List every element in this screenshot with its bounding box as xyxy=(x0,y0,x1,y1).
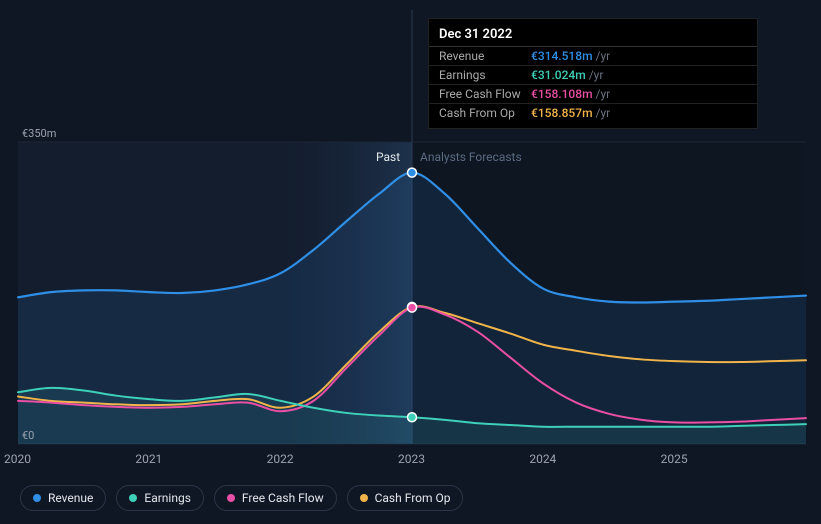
x-axis-tick-label: 2023 xyxy=(398,452,425,466)
tooltip-row-label: Revenue xyxy=(439,49,531,63)
legend-dot-icon xyxy=(33,494,41,502)
tooltip-row: Free Cash Flow€158.108m/yr xyxy=(429,85,757,104)
tooltip-row-value: €158.857m xyxy=(531,106,593,120)
tooltip-title: Dec 31 2022 xyxy=(429,25,757,47)
legend-item-label: Earnings xyxy=(144,491,191,505)
tooltip-row-unit: /yr xyxy=(596,87,611,101)
legend-item-label: Revenue xyxy=(48,491,93,505)
tooltip-row-value: €314.518m xyxy=(531,49,593,63)
financials-chart: Dec 31 2022 Revenue€314.518m/yrEarnings€… xyxy=(0,0,821,524)
tooltip-row: Cash From Op€158.857m/yr xyxy=(429,104,757,122)
phase-label-future: Analysts Forecasts xyxy=(420,150,522,164)
legend-item-cash-from-op[interactable]: Cash From Op xyxy=(347,485,464,511)
x-axis-tick-label: 2020 xyxy=(4,452,31,466)
legend-dot-icon xyxy=(227,494,235,502)
y-axis-tick-label: €350m xyxy=(22,127,56,140)
chart-legend: Revenue Earnings Free Cash Flow Cash From O… xyxy=(20,485,463,511)
tooltip-row-label: Earnings xyxy=(439,68,531,82)
phase-label-past: Past xyxy=(376,150,400,164)
x-axis-tick-label: 2024 xyxy=(529,452,556,466)
tooltip-row-value: €158.108m xyxy=(531,87,593,101)
chart-tooltip: Dec 31 2022 Revenue€314.518m/yrEarnings€… xyxy=(428,18,758,129)
legend-dot-icon xyxy=(129,494,137,502)
tooltip-row-label: Cash From Op xyxy=(439,106,531,120)
tooltip-row: Earnings€31.024m/yr xyxy=(429,66,757,85)
x-axis-tick-label: 2021 xyxy=(135,452,162,466)
tooltip-row-unit: /yr xyxy=(596,49,611,63)
legend-item-free-cash-flow[interactable]: Free Cash Flow xyxy=(214,485,337,511)
x-axis-tick-label: 2025 xyxy=(661,452,688,466)
legend-item-revenue[interactable]: Revenue xyxy=(20,485,106,511)
tooltip-row-value: €31.024m xyxy=(531,68,586,82)
tooltip-row: Revenue€314.518m/yr xyxy=(429,47,757,66)
x-axis-tick-label: 2022 xyxy=(267,452,294,466)
legend-item-label: Cash From Op xyxy=(375,491,451,505)
y-axis-tick-label: €0 xyxy=(22,429,34,442)
tooltip-row-unit: /yr xyxy=(589,68,604,82)
legend-dot-icon xyxy=(360,494,368,502)
legend-item-label: Free Cash Flow xyxy=(242,491,324,505)
tooltip-row-label: Free Cash Flow xyxy=(439,87,531,101)
legend-item-earnings[interactable]: Earnings xyxy=(116,485,204,511)
tooltip-row-unit: /yr xyxy=(596,106,611,120)
